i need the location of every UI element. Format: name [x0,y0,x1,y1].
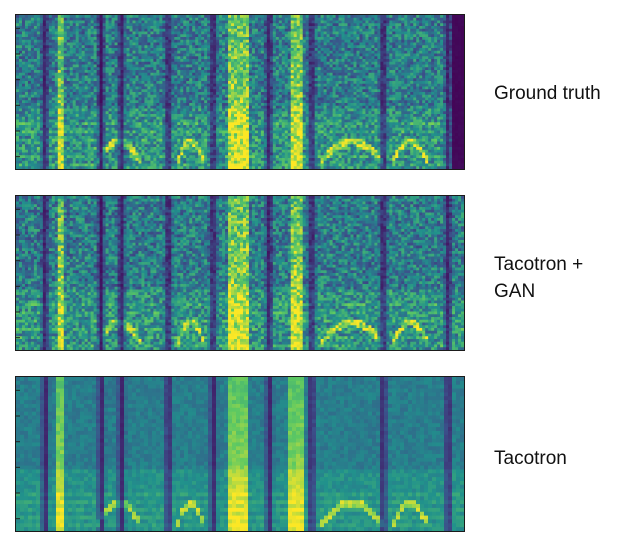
tacotron-gan-row: Tacotron + GAN [0,193,636,353]
spectrogram-image [16,196,464,350]
tacotron-gan-label: Tacotron + GAN [494,251,583,305]
tacotron-row: Tacotron [0,374,636,534]
tacotron-spectrogram [15,376,465,532]
spectrogram-image [16,15,464,169]
tacotron-gan-spectrogram [15,195,465,351]
spectrogram-image [16,377,464,531]
tacotron-label: Tacotron [494,445,567,472]
ground-truth-row: Ground truth [0,12,636,172]
ground-truth-label: Ground truth [494,80,601,107]
ground-truth-spectrogram [15,14,465,170]
